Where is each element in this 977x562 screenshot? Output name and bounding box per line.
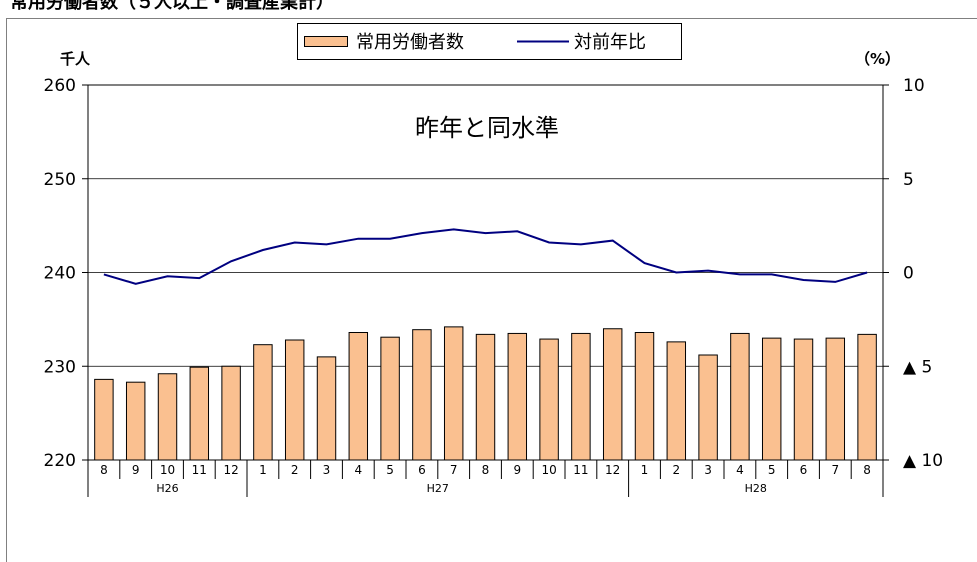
year-label: H26: [156, 482, 178, 495]
bar: [94, 378, 114, 461]
bar: [125, 381, 146, 461]
bar: [793, 338, 814, 461]
month-label: 2: [291, 463, 299, 477]
right-tick-label: 10: [903, 76, 925, 96]
bar: [539, 338, 559, 461]
left-axis-ticks: 220 230 240 250 260: [44, 76, 88, 471]
legend-bar-swatch: [304, 36, 348, 47]
month-label: 5: [768, 463, 776, 477]
bar: [284, 339, 305, 461]
month-label: 3: [704, 463, 712, 477]
month-label: 4: [354, 463, 362, 477]
legend-line-label: 対前年比: [574, 32, 646, 53]
left-tick-label: 250: [44, 170, 76, 190]
bar: [253, 344, 273, 461]
bar: [571, 332, 591, 461]
month-label: 10: [541, 463, 556, 477]
chart-title: 常用労働者数（５人以上・調査産業計）: [10, 0, 334, 13]
ratio-line-layer: [103, 228, 868, 285]
right-tick-label: 0: [903, 264, 914, 284]
bar: [857, 333, 877, 461]
legend-bar-label: 常用労働者数: [356, 32, 464, 53]
left-axis-unit: 千人: [60, 50, 91, 68]
month-label: 4: [736, 463, 744, 477]
left-tick-label: 220: [44, 451, 76, 471]
left-tick-label: 240: [44, 264, 76, 284]
bar: [761, 337, 782, 461]
bar: [507, 332, 528, 461]
month-label: 3: [323, 463, 331, 477]
month-label: 9: [513, 463, 521, 477]
month-label: 10: [160, 463, 175, 477]
legend-box: [297, 23, 682, 60]
month-label: 1: [641, 463, 649, 477]
bar: [412, 329, 432, 461]
year-label: H27: [427, 482, 449, 495]
legend: 常用労働者数 対前年比: [297, 23, 682, 60]
bar: [475, 333, 496, 461]
bar: [157, 373, 178, 461]
bar: [602, 328, 623, 461]
month-label: 8: [100, 463, 108, 477]
chart-frame: [6, 18, 977, 562]
month-label: 7: [450, 463, 458, 477]
month-label: 12: [223, 463, 238, 477]
month-label: 11: [192, 463, 207, 477]
month-label: 8: [863, 463, 871, 477]
month-label: 5: [386, 463, 394, 477]
annotation-text: 昨年と同水準: [415, 114, 559, 142]
month-label: 2: [672, 463, 680, 477]
month-label: 6: [418, 463, 426, 477]
bars: [94, 326, 877, 461]
bar: [698, 354, 718, 461]
right-axis-ticks: ▲ 10 ▲ 5 0 5 10: [883, 76, 943, 471]
bar: [634, 332, 655, 461]
bar: [348, 332, 369, 461]
bar: [666, 341, 687, 461]
ratio-line: [103, 228, 868, 285]
bar: [443, 326, 464, 461]
bar: [730, 332, 750, 461]
bar: [189, 366, 210, 461]
month-label: 7: [831, 463, 839, 477]
month-label: 9: [132, 463, 140, 477]
right-tick-label: 5: [903, 170, 914, 190]
month-label: 1: [259, 463, 267, 477]
bar: [380, 336, 400, 461]
month-label: 8: [482, 463, 490, 477]
bar: [221, 365, 241, 461]
bar: [825, 337, 846, 461]
left-tick-label: 230: [44, 357, 76, 377]
month-label: 6: [800, 463, 808, 477]
right-tick-label: ▲ 10: [903, 451, 943, 471]
bar: [316, 356, 337, 461]
month-label: 11: [573, 463, 588, 477]
right-axis-unit: （%）: [855, 50, 900, 68]
right-tick-label: ▲ 5: [903, 357, 932, 377]
left-tick-label: 260: [44, 76, 76, 96]
month-label: 12: [605, 463, 620, 477]
year-label: H28: [745, 482, 767, 495]
